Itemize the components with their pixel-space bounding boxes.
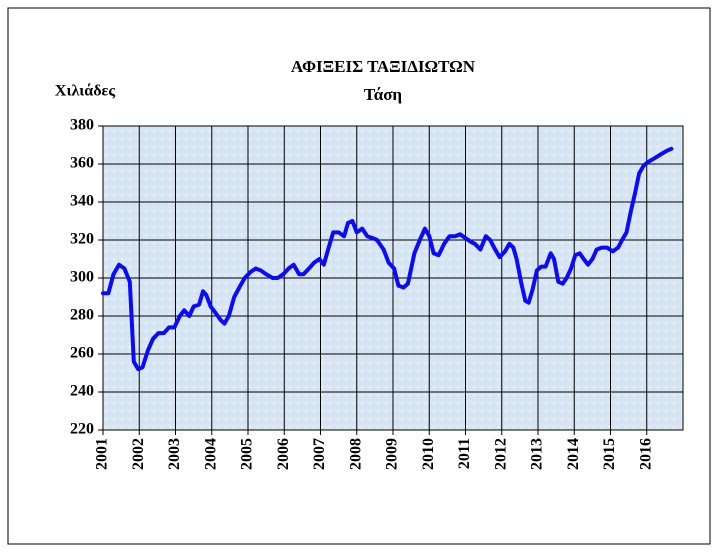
y-tick-label: 300 xyxy=(70,269,94,286)
x-tick-label: 2007 xyxy=(311,438,328,470)
y-tick-label: 360 xyxy=(70,155,94,172)
x-tick-label: 2001 xyxy=(94,438,111,470)
x-tick-label: 2015 xyxy=(601,438,618,470)
x-tick-label: 2002 xyxy=(130,438,147,470)
y-tick-label: 240 xyxy=(70,383,94,400)
chart-title: ΑΦΙΞΕΙΣ ΤΑΞΙΔΙΩΤΩΝ xyxy=(291,57,476,76)
x-tick-label: 2010 xyxy=(420,438,437,470)
chart-subtitle: Τάση xyxy=(364,85,402,104)
y-tick-label: 260 xyxy=(70,345,94,362)
x-tick-label: 2011 xyxy=(456,438,473,469)
y-axis-label: Χιλιάδες xyxy=(55,83,115,100)
y-tick-label: 320 xyxy=(70,231,94,248)
x-tick-label: 2012 xyxy=(492,438,509,470)
x-tick-label: 2014 xyxy=(565,438,582,470)
line-series xyxy=(101,146,674,372)
x-tick-label: 2013 xyxy=(529,438,546,470)
x-tick-label: 2005 xyxy=(239,438,256,470)
y-tick-label: 220 xyxy=(70,421,94,438)
x-tick-label: 2009 xyxy=(384,438,401,470)
y-tick-label: 280 xyxy=(70,307,94,324)
x-tick-label: 2006 xyxy=(275,438,292,470)
y-tick-label: 340 xyxy=(70,193,94,210)
x-tick-label: 2008 xyxy=(347,438,364,470)
y-tick-label: 380 xyxy=(70,117,94,134)
x-tick-label: 2003 xyxy=(166,438,183,470)
x-tick-label: 2016 xyxy=(637,438,654,470)
x-tick-label: 2004 xyxy=(202,438,219,470)
